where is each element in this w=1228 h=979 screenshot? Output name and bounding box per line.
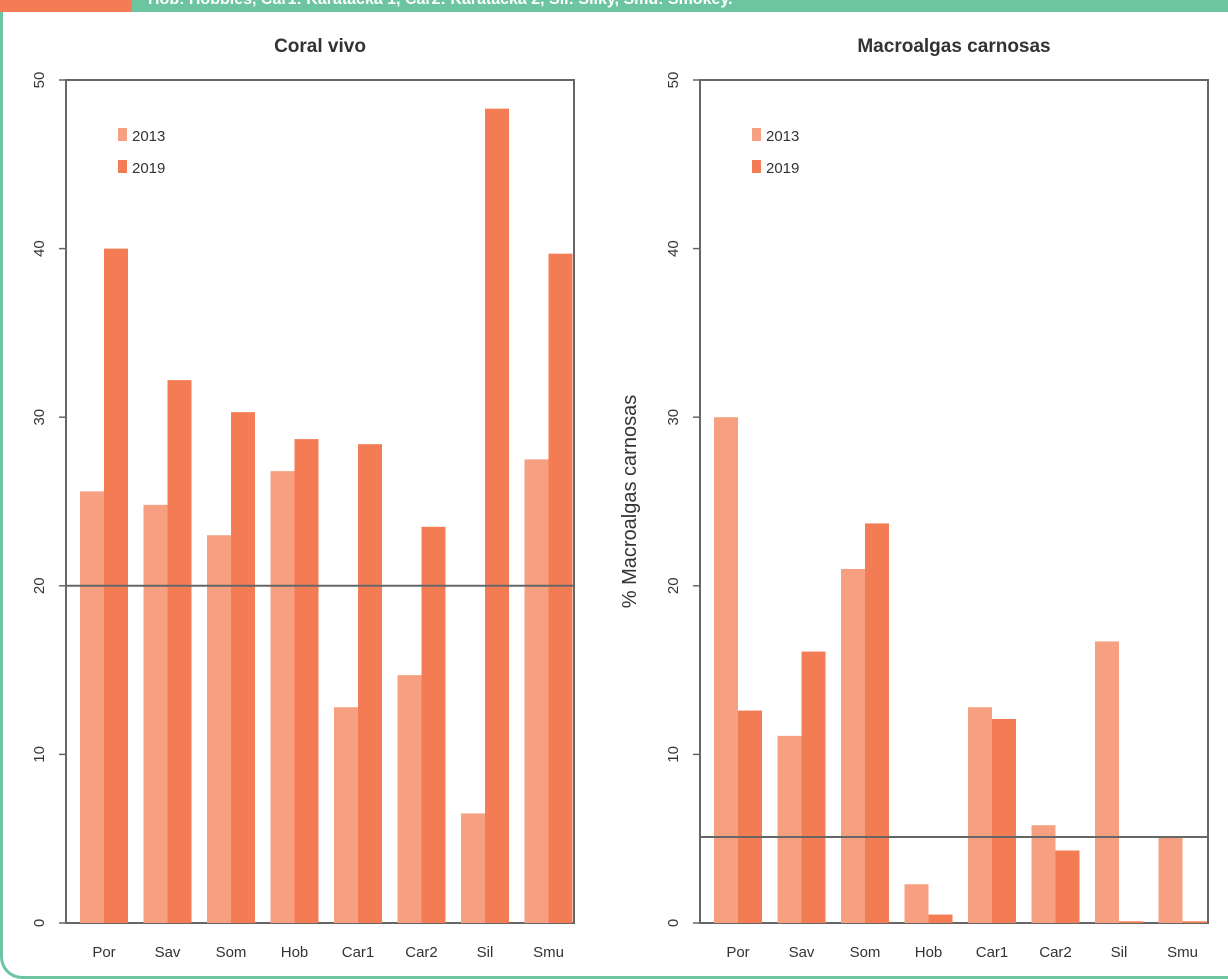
bar-2013-car1: [334, 707, 358, 923]
bar-2019-som: [865, 523, 889, 923]
x-tick-label: Sil: [1111, 944, 1128, 961]
bar-2019-smu: [1182, 921, 1207, 923]
legend-label: 2019: [766, 160, 799, 177]
chart-title: Macroalgas carnosas: [857, 36, 1050, 57]
x-tick-label: Hob: [281, 944, 309, 961]
x-tick-label: Car2: [405, 944, 438, 961]
x-tick-label: Car1: [342, 944, 375, 961]
y-tick-label: 20: [31, 577, 48, 594]
bar-2013-car2: [397, 675, 422, 923]
x-tick-label: Por: [92, 944, 115, 961]
y-tick-label: 30: [665, 409, 682, 426]
y-tick-label: 40: [665, 240, 682, 257]
y-tick-label: 0: [665, 919, 682, 927]
y-tick-label: 50: [31, 72, 48, 89]
legend-swatch: [118, 128, 127, 141]
bar-2019-sil: [485, 108, 509, 924]
bar-2019-sav: [167, 380, 192, 923]
bar-2019-por: [738, 710, 762, 923]
y-tick-label: 30: [31, 409, 48, 426]
bar-2013-hob: [904, 884, 929, 923]
bar-2019-sav: [801, 651, 826, 923]
bar-2013-hob: [270, 471, 295, 923]
bar-2019-som: [231, 412, 255, 923]
bar-2013-por: [80, 491, 104, 923]
bar-2013-por: [714, 417, 738, 923]
x-tick-label: Smu: [533, 944, 564, 961]
bar-2019-hob: [928, 914, 953, 923]
y-tick-label: 0: [31, 919, 48, 927]
y-tick-label: 20: [665, 577, 682, 594]
plot-area-border: [65, 79, 575, 924]
legend-swatch: [752, 160, 761, 173]
x-tick-label: Car2: [1039, 944, 1072, 961]
chart-coral-vivo: Coral vivo 0 10 20 30 40 50 Por Sav Som Hob Car1 Ca…: [31, 36, 575, 961]
bar-2013-sav: [777, 735, 802, 923]
x-tick-label: Som: [850, 944, 881, 961]
y-tick-label: 50: [665, 72, 682, 89]
y-tick-label: 10: [31, 746, 48, 763]
x-tick-label: Car1: [976, 944, 1009, 961]
bar-2013-sil: [461, 813, 485, 923]
x-tick-label: Sav: [155, 944, 181, 961]
bar-2019-car2: [421, 526, 446, 923]
legend-swatch: [752, 128, 761, 141]
y-axis-label: % Macroalgas carnosas: [619, 395, 641, 608]
top-accent: [0, 0, 132, 12]
bar-2019-hob: [294, 439, 319, 923]
bar-2013-smu: [524, 459, 549, 923]
x-tick-label: Por: [726, 944, 749, 961]
bar-2013-som: [207, 535, 231, 923]
bar-2013-sil: [1095, 641, 1119, 923]
legend-label: 2013: [766, 128, 799, 145]
x-tick-label: Hob: [915, 944, 943, 961]
bar-2013-car1: [968, 707, 992, 923]
bar-2013-smu: [1158, 837, 1183, 923]
plot-area-border: [699, 79, 1209, 924]
bar-2019-car2: [1055, 850, 1080, 923]
bar-2019-car1: [358, 444, 382, 923]
y-tick-label: 40: [31, 240, 48, 257]
figure-caption: Hob: Hobbies, Car1: Karatacka 1, Car2: K…: [148, 0, 733, 9]
legend-label: 2019: [132, 160, 165, 177]
bar-2013-som: [841, 568, 865, 923]
chart-macroalgas: Macroalgas carnosas % Macroalgas carnosa…: [619, 36, 1209, 961]
chart-title: Coral vivo: [274, 36, 366, 57]
top-band: Hob: Hobbies, Car1: Karatacka 1, Car2: K…: [0, 0, 1228, 12]
x-tick-label: Sav: [789, 944, 815, 961]
x-tick-label: Sil: [477, 944, 494, 961]
legend-label: 2013: [132, 128, 165, 145]
bar-2019-car1: [992, 718, 1016, 923]
x-tick-label: Smu: [1167, 944, 1198, 961]
x-tick-label: Som: [216, 944, 247, 961]
legend-swatch: [118, 160, 127, 173]
bar-2013-car2: [1031, 825, 1056, 923]
bar-2013-sav: [143, 504, 168, 923]
bar-2019-smu: [548, 253, 573, 923]
y-tick-label: 10: [665, 746, 682, 763]
bar-2019-sil: [1119, 921, 1143, 923]
